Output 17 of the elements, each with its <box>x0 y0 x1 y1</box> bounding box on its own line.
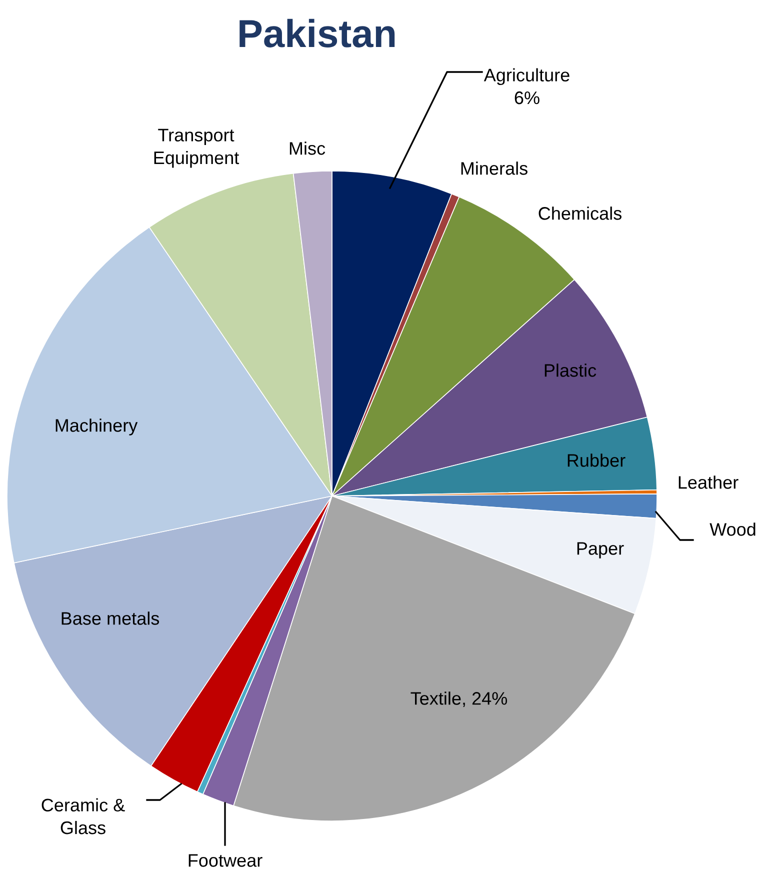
slice-label: Paper <box>577 542 624 558</box>
slice-label: Plastic <box>544 364 596 377</box>
slice-label: Textile, 24% <box>410 692 508 707</box>
chart-title: Pakistan <box>240 18 395 48</box>
slice-label: Agriculture <box>484 68 570 86</box>
slice-label: Footwear <box>188 854 262 867</box>
slice-label: Minerals <box>461 162 528 175</box>
slice-label: Wood <box>710 522 756 536</box>
data-label: 6% <box>514 91 540 104</box>
slice-label: Rubber <box>568 454 626 467</box>
slice-label: Transport Equipment <box>154 128 240 168</box>
slice-label: Ceramic & Glass <box>42 798 125 834</box>
slice-label: Base metals <box>62 612 160 625</box>
slice-label: Leather <box>678 476 738 489</box>
slice-label: Misc <box>290 142 326 155</box>
slice-label: Chemicals <box>538 206 622 220</box>
slice-label: Machinery <box>56 418 138 436</box>
